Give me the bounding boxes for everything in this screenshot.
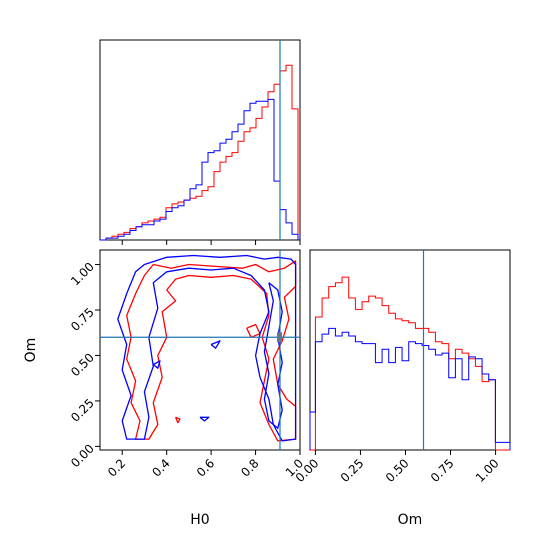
h0-axis-label: H0	[190, 512, 209, 528]
h0-om-contour-frame	[99, 249, 301, 451]
h0-marginal-panel	[99, 39, 301, 245]
contour-lines	[117, 254, 297, 442]
om-marginal-x-tick-label: 0.25	[338, 456, 367, 485]
contour-series-1-level-3	[210, 340, 221, 349]
om-marginal-plot-area	[309, 250, 511, 451]
om-marginal-panel: 0.00 0.25 0.50 0.75 1.00 Om	[293, 249, 511, 528]
h0-marginal-ticks	[121, 240, 301, 245]
contour-x-tick-label: 0.4	[149, 456, 172, 479]
contour-series-1-level-0	[117, 254, 297, 442]
contour-y-tick-label: 0.50	[68, 351, 97, 380]
h0-marginal-series-0-outline	[100, 64, 299, 241]
contour-y-tick-label: 0.25	[68, 396, 97, 425]
h0-marginal-series-1-outline	[100, 98, 299, 241]
contour-truth-marker	[277, 332, 282, 343]
om-marginal-x-tick-label: 0.50	[383, 456, 412, 485]
om-marginal-x-tick-label: 1.00	[473, 456, 502, 485]
h0-om-contour-plot-area	[100, 250, 300, 450]
om-marginal-ticks: 0.00 0.25 0.50 0.75 1.00	[293, 450, 502, 485]
contour-y-tick-label: 0.75	[68, 305, 97, 334]
contour-series-1-level-4	[152, 360, 161, 369]
h0-marginal-frame	[99, 39, 301, 241]
contour-series-1-level-2	[199, 416, 210, 422]
om-marginal-series-0-outline	[310, 276, 510, 451]
om-axis-label-bottom: Om	[398, 512, 423, 528]
contour-series-0-level-2	[246, 323, 261, 338]
h0-marginal-plot-area	[100, 40, 299, 241]
contour-x-tick-label: 0.6	[194, 456, 217, 479]
om-marginal-frame	[309, 249, 511, 451]
contour-y-tick-label: 0.00	[68, 441, 97, 470]
h0-om-contour-panel: 0.2 0.4 0.6 0.8 1.0 0.000.250.500.751.00 H0 …	[23, 249, 306, 528]
h0-om-y-ticks: 0.00 0.25 0.50 0.75 1.00	[68, 260, 100, 470]
h0-om-x-ticks: 0.2 0.4 0.6 0.8 1.0	[105, 450, 306, 480]
om-marginal-series-1-outline	[309, 327, 511, 450]
om-marginal-x-tick-label: 0.75	[428, 456, 457, 485]
contour-y-tick-label: 1.00	[68, 260, 97, 289]
om-axis-label-left: Om	[23, 338, 39, 363]
contour-x-tick-label: 0.2	[105, 456, 128, 479]
contour-series-0-level-1	[174, 416, 181, 424]
contour-x-tick-label: 0.8	[238, 456, 261, 479]
contour-series-1-level-1	[263, 282, 283, 429]
